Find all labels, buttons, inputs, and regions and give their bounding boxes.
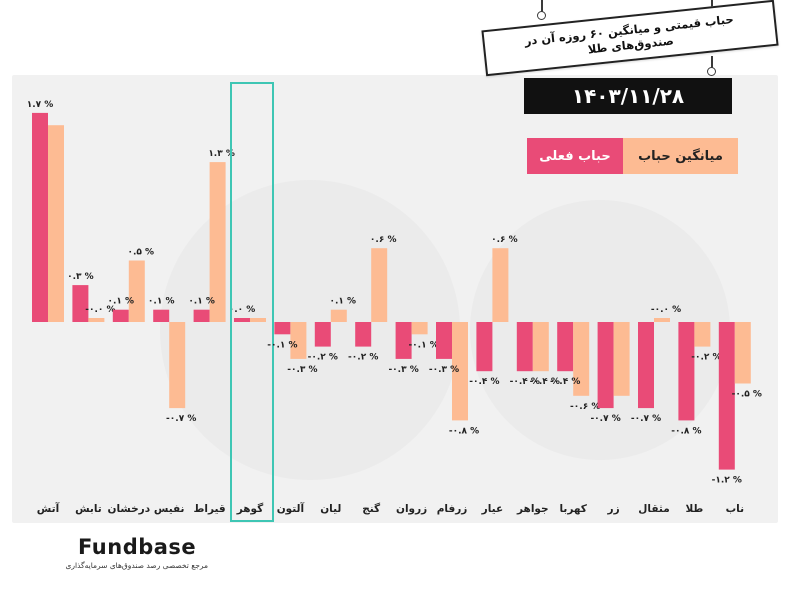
label-average-16: -۰.۲ % bbox=[691, 353, 721, 363]
label-actual-13: -۰.۴ % bbox=[550, 377, 580, 387]
category-label-7: لیان bbox=[320, 503, 341, 515]
logo-tagline: مرجع تخصصی رصد صندوق‌های سرمایه‌گذاری bbox=[65, 561, 208, 570]
bar-average-11 bbox=[492, 248, 509, 322]
category-label-5: گوهر bbox=[236, 502, 264, 515]
date-banner: ۱۴۰۳/۱۱/۲۸ bbox=[524, 78, 732, 114]
label-actual-16: -۰.۸ % bbox=[671, 426, 701, 436]
category-label-11: عیار bbox=[481, 503, 503, 515]
bar-average-16 bbox=[694, 322, 711, 347]
label-actual-11: -۰.۴ % bbox=[469, 377, 499, 387]
bar-average-4 bbox=[209, 162, 226, 322]
fundbase-logo: Fundbase مرجع تخصصی رصد صندوق‌های سرمایه… bbox=[65, 535, 208, 575]
hanging-ring-right bbox=[707, 67, 716, 76]
label-average-3: -۰.۷ % bbox=[166, 414, 196, 424]
bar-average-13 bbox=[573, 322, 590, 396]
bar-average-8 bbox=[371, 248, 388, 322]
label-actual-14: -۰.۷ % bbox=[590, 414, 620, 424]
bar-actual-11 bbox=[476, 322, 493, 372]
bar-average-1 bbox=[88, 318, 105, 322]
bar-average-3 bbox=[169, 322, 186, 409]
category-label-1: تابش bbox=[75, 503, 102, 515]
bar-average-0 bbox=[48, 125, 64, 322]
bar-average-9 bbox=[411, 322, 428, 335]
label-average-7: ۰.۱ % bbox=[330, 297, 357, 307]
label-average-10: -۰.۸ % bbox=[449, 426, 479, 436]
bar-average-10 bbox=[452, 322, 468, 421]
label-actual-6: -۰.۱ % bbox=[267, 340, 297, 350]
bar-actual-0 bbox=[32, 112, 48, 323]
bar-average-5 bbox=[250, 318, 266, 322]
hanging-string-right-lower bbox=[711, 56, 713, 68]
label-average-4: ۱.۳ % bbox=[208, 149, 235, 159]
bar-actual-17 bbox=[718, 322, 735, 470]
label-average-8: ۰.۶ % bbox=[370, 235, 397, 245]
bar-average-12 bbox=[532, 322, 549, 372]
category-label-13: کهربا bbox=[559, 503, 587, 515]
category-label-15: مثقال bbox=[638, 503, 669, 515]
category-label-6: آلتون bbox=[277, 502, 305, 515]
category-label-3: نفیس bbox=[154, 503, 185, 515]
category-label-0: آتش bbox=[37, 502, 60, 515]
label-actual-10: -۰.۳ % bbox=[429, 365, 459, 375]
label-average-6: -۰.۳ % bbox=[287, 365, 317, 375]
label-actual-4: ۰.۱ % bbox=[188, 297, 215, 307]
bar-actual-2 bbox=[112, 309, 129, 322]
bar-actual-3 bbox=[153, 309, 170, 322]
label-actual-7: -۰.۲ % bbox=[308, 353, 338, 363]
label-actual-15: -۰.۷ % bbox=[631, 414, 661, 424]
label-actual-12: -۰.۴ % bbox=[510, 377, 540, 387]
category-label-16: طلا bbox=[685, 503, 703, 515]
bar-actual-6 bbox=[274, 322, 291, 335]
bar-actual-15 bbox=[638, 322, 654, 409]
legend-average-bubble: میانگین حباب bbox=[623, 138, 738, 174]
label-average-9: -۰.۱ % bbox=[408, 340, 438, 350]
label-average-12: -۰.۴ % bbox=[530, 377, 560, 387]
label-average-2: ۰.۵ % bbox=[128, 248, 155, 258]
category-label-9: زروان bbox=[396, 503, 427, 515]
bar-actual-5 bbox=[234, 318, 250, 322]
label-average-13: -۰.۶ % bbox=[570, 402, 600, 412]
label-average-11: ۰.۶ % bbox=[491, 235, 518, 245]
hanging-string-left bbox=[541, 0, 543, 12]
category-label-10: زرفام bbox=[437, 503, 468, 515]
label-average-15: -۰.۰ % bbox=[651, 305, 681, 315]
bar-average-14 bbox=[613, 322, 630, 396]
label-actual-2: ۰.۱ % bbox=[108, 297, 135, 307]
bar-average-2 bbox=[128, 260, 145, 322]
bar-average-15 bbox=[654, 318, 670, 322]
label-actual-3: ۰.۱ % bbox=[148, 297, 175, 307]
bar-actual-4 bbox=[193, 309, 210, 322]
bar-average-7 bbox=[330, 309, 347, 322]
bar-actual-7 bbox=[314, 322, 331, 347]
label-average-17: -۰.۵ % bbox=[732, 390, 762, 400]
bar-actual-13 bbox=[557, 322, 574, 372]
label-average-1: -۰.۰ % bbox=[85, 305, 115, 315]
label-actual-8: -۰.۲ % bbox=[348, 353, 378, 363]
category-label-14: زر bbox=[607, 503, 620, 515]
label-actual-0: ۱.۷ % bbox=[27, 100, 54, 110]
bar-average-6 bbox=[290, 322, 307, 359]
category-label-17: ناب bbox=[726, 503, 744, 515]
label-actual-17: -۱.۲ % bbox=[712, 476, 742, 486]
bar-actual-12 bbox=[516, 322, 533, 372]
bar-actual-8 bbox=[355, 322, 372, 347]
bar-actual-10 bbox=[436, 322, 452, 359]
bar-actual-14 bbox=[597, 322, 614, 409]
label-actual-1: ۰.۳ % bbox=[67, 272, 94, 282]
logo-name: Fundbase bbox=[78, 535, 197, 559]
category-label-4: قیراط bbox=[193, 503, 225, 515]
bar-average-17 bbox=[734, 322, 751, 384]
legend-actual-bubble: حباب فعلی bbox=[527, 138, 623, 174]
label-actual-9: -۰.۳ % bbox=[388, 365, 418, 375]
label-actual-5: ۰.۰ % bbox=[229, 305, 256, 315]
bar-actual-9 bbox=[395, 322, 412, 359]
bar-actual-16 bbox=[678, 322, 695, 421]
category-label-2: درخشان bbox=[108, 503, 151, 515]
bar-actual-1 bbox=[72, 285, 89, 322]
hanging-ring-left bbox=[537, 11, 546, 20]
highlight-frame bbox=[230, 82, 274, 522]
category-label-12: جواهر bbox=[516, 503, 549, 515]
category-label-8: گنج bbox=[362, 502, 381, 515]
